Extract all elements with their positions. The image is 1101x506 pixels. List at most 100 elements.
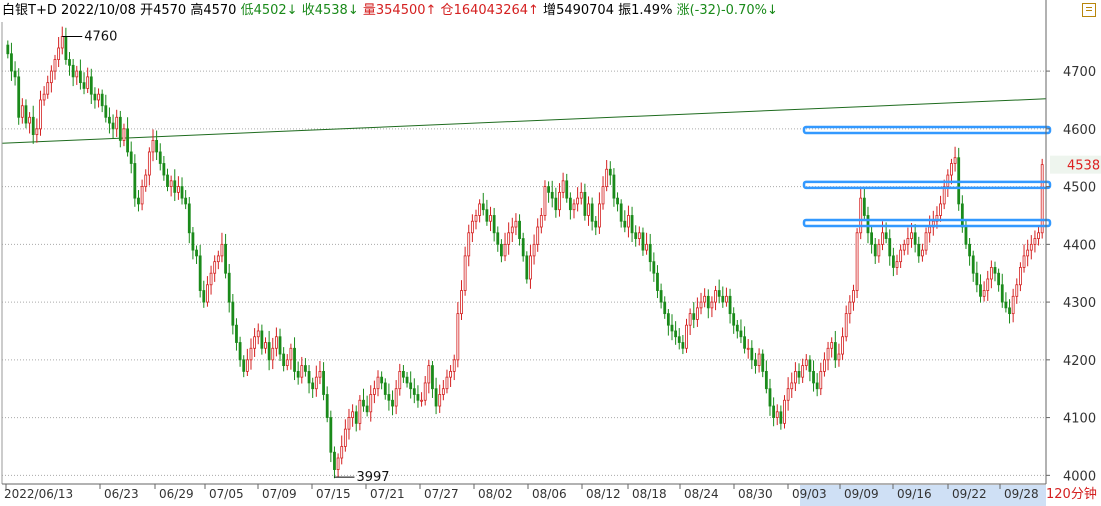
candle-body (703, 295, 707, 303)
candle-body (278, 336, 282, 355)
x-tick-label: 06/29 (159, 487, 194, 501)
candle-body (1019, 267, 1022, 286)
candle-body (579, 191, 583, 199)
candle-body (706, 295, 710, 309)
candle-body (97, 93, 100, 101)
min-annotation: 3997 (356, 470, 389, 485)
open-label: 开 (140, 3, 154, 18)
candle-body (64, 36, 68, 60)
candle-body (46, 82, 50, 95)
candle-body (340, 446, 344, 459)
x-tick-label: 07/21 (370, 487, 405, 501)
candle-body (173, 180, 177, 193)
change-value: (-32)-0.70%↓ (689, 3, 778, 18)
candle-body (525, 255, 529, 280)
candle-body (764, 370, 768, 390)
x-tick-label: 07/09 (262, 487, 297, 501)
volume-value: 354500↑ (375, 3, 437, 18)
candle-body (49, 70, 53, 84)
candle-body (935, 215, 939, 222)
volume-label: 量 (362, 3, 376, 18)
candle-body (115, 116, 119, 130)
candle-body (833, 342, 837, 361)
candle-body (434, 388, 438, 407)
y-tick-label: 4600 (1063, 123, 1096, 138)
candle-body (721, 295, 725, 303)
trend-layer (1, 98, 1047, 144)
candle-body (939, 203, 942, 216)
candle-body (964, 226, 968, 245)
candle-body (17, 76, 21, 118)
candle-body (1015, 284, 1019, 297)
candle-body (772, 405, 776, 418)
hline-layer (802, 125, 1052, 228)
candle-body (884, 232, 888, 239)
candle-body (300, 365, 304, 378)
period-label[interactable]: 120分钟 (1046, 486, 1097, 502)
candle-body (409, 382, 413, 390)
candle-body (779, 411, 783, 424)
candle-body (347, 417, 351, 430)
candle-body (216, 255, 220, 263)
candle-body (100, 93, 104, 107)
candle-body (594, 220, 598, 228)
candle-body (118, 116, 122, 141)
candle-body (108, 116, 111, 124)
candle-body (166, 174, 169, 187)
candle-body (122, 128, 126, 141)
candle-body (608, 168, 612, 176)
candle-body (1040, 164, 1044, 234)
candle-body (666, 313, 670, 326)
candle-body (572, 203, 576, 211)
candle-body (383, 382, 387, 395)
candle-body (75, 70, 79, 78)
candle-body (685, 324, 688, 349)
y-tick-label: 4500 (1063, 181, 1096, 196)
candle-body (732, 313, 736, 326)
candle-body (695, 307, 699, 320)
candle-body (634, 232, 638, 239)
candle-body (369, 394, 373, 413)
candle-body (68, 59, 71, 66)
amplitude-value: 1.49% (631, 3, 673, 18)
candle-body (412, 388, 416, 395)
x-tick-label: 07/27 (424, 487, 459, 501)
candle-body (318, 370, 322, 378)
candle-body (565, 180, 569, 199)
candle-body (848, 301, 852, 315)
menu-icon[interactable] (1082, 3, 1096, 17)
candle-body (804, 359, 808, 367)
candle-body (79, 70, 82, 84)
candle-body (289, 347, 293, 361)
candle-body (82, 82, 86, 89)
candle-body (394, 388, 398, 407)
candle-body (688, 313, 692, 326)
y-tick-label: 4300 (1063, 296, 1096, 311)
candle-body (826, 347, 830, 361)
close-value: 4538↓ (314, 3, 359, 18)
candle-body (775, 411, 779, 418)
candle-body (391, 399, 394, 407)
trend-line (1, 98, 1047, 144)
candle-body (1037, 232, 1040, 239)
candle-body (630, 215, 634, 234)
amplitude-label: 振 (618, 3, 632, 18)
candle-body (322, 370, 325, 395)
candle-body (380, 376, 384, 384)
candle-body (979, 284, 982, 297)
candle-body (398, 370, 402, 390)
candle-body (314, 376, 318, 390)
candle-body (285, 359, 289, 367)
candle-body (997, 272, 1001, 286)
candle-body (6, 44, 10, 55)
candle-body (754, 359, 757, 367)
candle-body (645, 243, 648, 251)
candle-body (293, 347, 296, 372)
candle-body (750, 347, 754, 361)
candle-body (423, 382, 427, 401)
candle-body (539, 215, 543, 228)
level-line (802, 180, 1052, 190)
candle-body (358, 399, 362, 424)
candle-body (492, 215, 496, 234)
